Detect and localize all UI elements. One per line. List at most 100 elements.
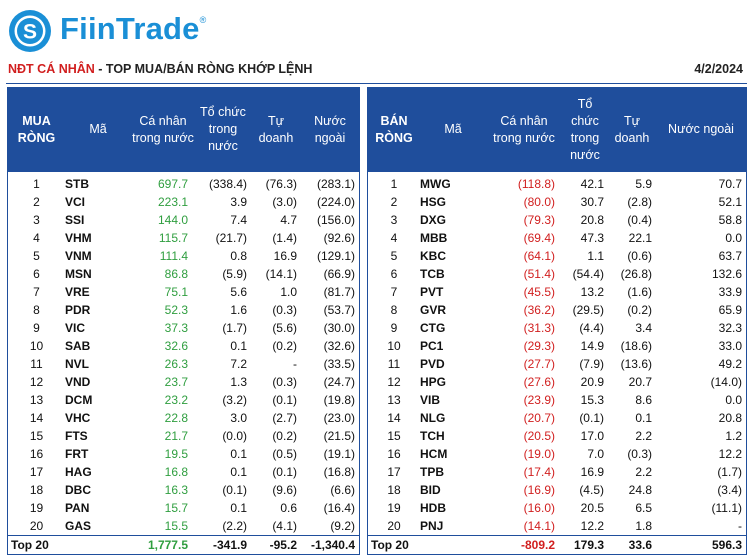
sell-header-4: Tự doanh <box>608 87 656 172</box>
total-value: -809.2 <box>486 535 562 554</box>
foreign-cell: - <box>738 519 742 533</box>
individual-cell: (31.3) <box>523 321 555 335</box>
institution-cell: 7.2 <box>230 357 247 371</box>
foreign-cell: (16.4) <box>323 501 355 515</box>
foreign-cell: 33.0 <box>718 339 742 353</box>
individual-cell: 16.3 <box>164 483 188 497</box>
proprietary-cell: (0.3) <box>272 375 297 389</box>
individual-cell: 86.8 <box>164 267 188 281</box>
proprietary-cell: - <box>293 357 297 371</box>
rank-cell: 14 <box>387 411 401 425</box>
institution-cell: 42.1 <box>580 177 604 191</box>
ticker-cell: PNJ <box>420 519 444 533</box>
table-row: 6 MSN 86.8 (5.9) (14.1) (66.9) <box>8 265 359 283</box>
individual-cell: (23.9) <box>523 393 555 407</box>
table-row: 13 VIB (23.9) 15.3 8.6 0.0 <box>368 391 746 409</box>
foreign-cell: 52.1 <box>718 195 742 209</box>
institution-cell: 1.6 <box>230 303 247 317</box>
institution-cell: 0.1 <box>230 465 247 479</box>
institution-cell: 0.1 <box>230 339 247 353</box>
net-sell-table: BÁN RÒNG Mã Cá nhân trong nước Tổ chức tron… <box>368 87 746 554</box>
buy-header-2: Cá nhân trong nước <box>131 87 195 172</box>
proprietary-cell: 5.9 <box>635 177 652 191</box>
individual-cell: (79.3) <box>523 213 555 227</box>
table-row: 16 FRT 19.5 0.1 (0.5) (19.1) <box>8 445 359 463</box>
proprietary-cell: (0.4) <box>627 213 652 227</box>
total-label: Top 20 <box>8 535 131 554</box>
rank-cell: 17 <box>29 465 44 479</box>
rank-cell: 17 <box>387 465 401 479</box>
institution-cell: 0.8 <box>230 249 247 263</box>
rank-cell: 3 <box>33 213 40 227</box>
foreign-cell: 65.9 <box>718 303 742 317</box>
logo-letter: S <box>23 21 37 44</box>
foreign-cell: (92.6) <box>323 231 355 245</box>
rank-cell: 18 <box>29 483 44 497</box>
foreign-cell: 20.8 <box>718 411 742 425</box>
table-row: 2 HSG (80.0) 30.7 (2.8) 52.1 <box>368 193 746 211</box>
rank-cell: 2 <box>33 195 40 209</box>
ticker-cell: VRE <box>65 285 90 299</box>
proprietary-cell: (0.5) <box>272 447 297 461</box>
foreign-cell: 12.2 <box>718 447 742 461</box>
ticker-cell: VIB <box>420 393 441 407</box>
individual-cell: (64.1) <box>523 249 555 263</box>
institution-cell: 17.0 <box>580 429 604 443</box>
foreign-cell: (224.0) <box>316 195 355 209</box>
table-row: 5 VNM 111.4 0.8 16.9 (129.1) <box>8 247 359 265</box>
total-value: 1,777.5 <box>131 535 195 554</box>
proprietary-cell: 0.6 <box>280 501 297 515</box>
proprietary-cell: 2.2 <box>635 429 652 443</box>
proprietary-cell: (0.3) <box>272 303 297 317</box>
institution-cell: 15.3 <box>580 393 604 407</box>
rank-cell: 13 <box>29 393 44 407</box>
rank-cell: 14 <box>29 411 44 425</box>
individual-cell: 111.4 <box>159 249 188 263</box>
institution-cell: (338.4) <box>208 177 247 191</box>
individual-cell: 144.0 <box>157 213 188 227</box>
rank-cell: 10 <box>387 339 401 353</box>
ticker-cell: GAS <box>65 519 92 533</box>
ticker-cell: PVT <box>420 285 444 299</box>
foreign-cell: (6.6) <box>330 483 355 497</box>
ticker-cell: MSN <box>65 267 92 281</box>
individual-cell: 37.3 <box>164 321 188 335</box>
individual-cell: (16.9) <box>523 483 555 497</box>
proprietary-cell: 6.5 <box>635 501 652 515</box>
table-row: 2 VCI 223.1 3.9 (3.0) (224.0) <box>8 193 359 211</box>
proprietary-cell: (0.1) <box>272 465 297 479</box>
institution-cell: 13.2 <box>580 285 604 299</box>
foreign-cell: (3.4) <box>717 483 742 497</box>
foreign-cell: (19.8) <box>323 393 355 407</box>
institution-cell: 20.9 <box>580 375 604 389</box>
table-row: 12 HPG (27.6) 20.9 20.7 (14.0) <box>368 373 746 391</box>
rank-cell: 13 <box>387 393 401 407</box>
individual-cell: (29.3) <box>523 339 555 353</box>
net-sell-panel: BÁN RÒNG Mã Cá nhân trong nước Tổ chức tron… <box>367 87 747 555</box>
individual-cell: (36.2) <box>523 303 555 317</box>
individual-cell: (51.4) <box>523 267 555 281</box>
institution-cell: 12.2 <box>580 519 604 533</box>
foreign-cell: 32.3 <box>718 321 742 335</box>
rank-cell: 10 <box>29 339 44 353</box>
institution-cell: 7.0 <box>587 447 604 461</box>
proprietary-cell: (0.2) <box>627 303 652 317</box>
institution-cell: 1.1 <box>587 249 604 263</box>
rank-cell: 16 <box>29 447 44 461</box>
ticker-cell: PDR <box>65 303 91 317</box>
institution-cell: 47.3 <box>580 231 604 245</box>
individual-cell: (19.0) <box>523 447 555 461</box>
table-row: 9 VIC 37.3 (1.7) (5.6) (30.0) <box>8 319 359 337</box>
ticker-cell: VCI <box>65 195 86 209</box>
net-buy-header-row: MUA RÒNG Mã Cá nhân trong nước Tổ chức tron… <box>8 87 359 172</box>
ticker-cell: HSG <box>420 195 447 209</box>
ticker-cell: PVD <box>420 357 445 371</box>
institution-cell: (5.9) <box>222 267 247 281</box>
ticker-cell: MBB <box>420 231 448 245</box>
table-row: 18 BID (16.9) (4.5) 24.8 (3.4) <box>368 481 746 499</box>
individual-cell: 26.3 <box>164 357 188 371</box>
rank-cell: 6 <box>390 267 398 281</box>
foreign-cell: (9.2) <box>330 519 355 533</box>
foreign-cell: 0.0 <box>725 393 742 407</box>
net-buy-table: MUA RÒNG Mã Cá nhân trong nước Tổ chức tron… <box>8 87 359 554</box>
